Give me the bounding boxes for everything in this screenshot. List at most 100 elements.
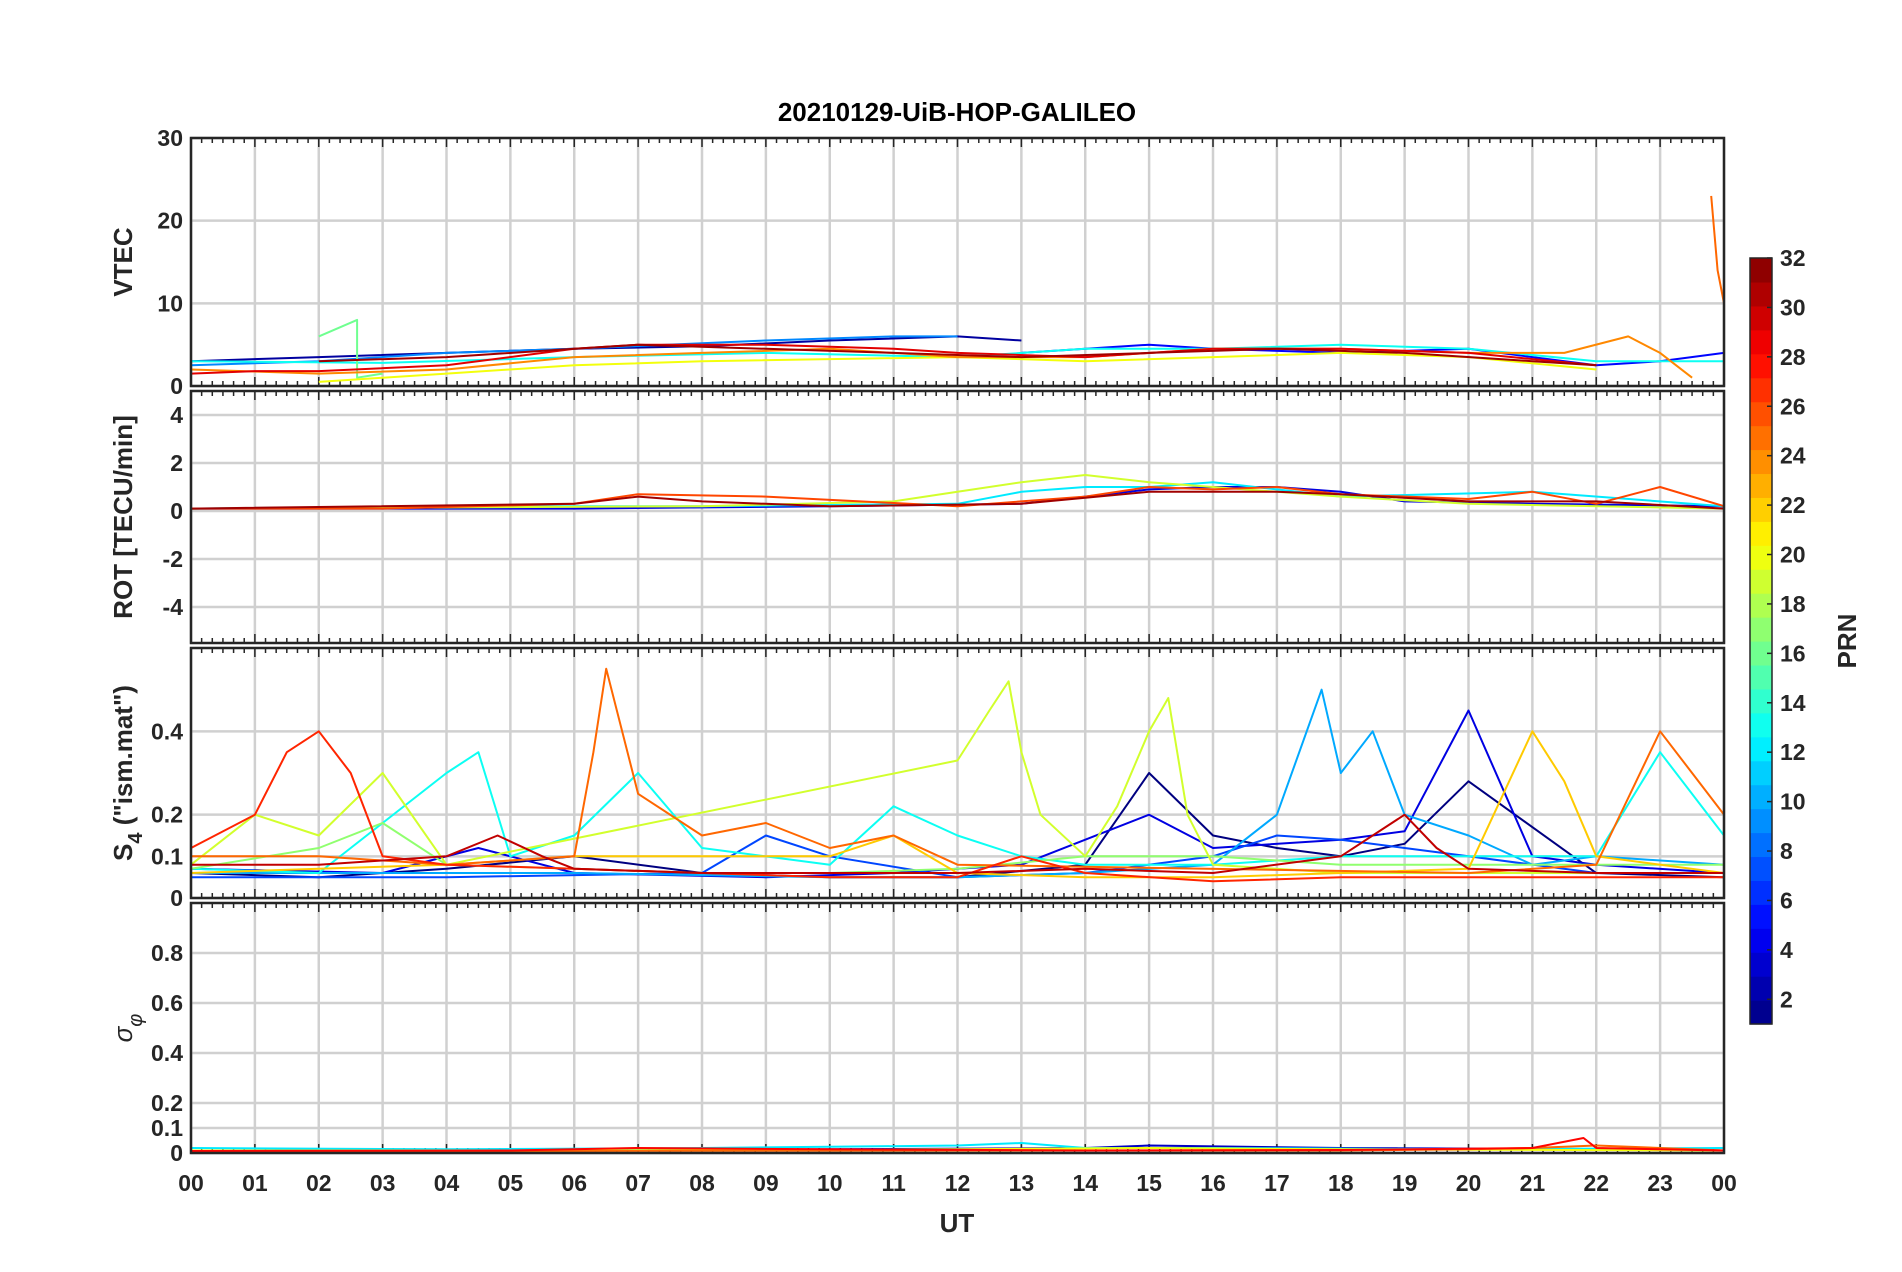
series-group: [191, 195, 1724, 383]
colorbar-tick-label: 26: [1780, 393, 1806, 419]
colorbar-frame: [1749, 257, 1773, 1025]
colorbar-tick-label: 24: [1780, 443, 1806, 469]
x-tick-label: 16: [1200, 1170, 1226, 1196]
y-axis-label: ROT [TECU/min]: [108, 415, 138, 619]
panel-s4: 0 0.1 0.2 0.4S4 ("ism.mat"): [108, 646, 1726, 911]
y-tick-label: 0: [170, 373, 183, 399]
colorbar-tick-label: 2: [1780, 986, 1793, 1012]
colorbar-tick-label: 18: [1780, 591, 1806, 617]
colorbar-segment: [1750, 736, 1772, 762]
colorbar-segment: [1750, 497, 1772, 522]
x-tick-label: 04: [434, 1170, 460, 1196]
x-tick-label: 23: [1647, 1170, 1673, 1196]
y-tick-label: -4: [163, 594, 184, 620]
y-tick-label: 0.8: [151, 940, 183, 966]
series-line-prn-1: [191, 772, 1724, 879]
x-tick-label: 12: [945, 1170, 971, 1196]
colorbar-segment: [1750, 784, 1772, 810]
colorbar-segment: [1750, 617, 1772, 642]
series-line-prn-31: [191, 490, 1724, 510]
x-tick-label: 00: [178, 1170, 204, 1196]
y-tick-label: 10: [157, 290, 183, 316]
colorbar-segment: [1750, 641, 1772, 666]
colorbar-tick-label: 10: [1780, 789, 1806, 815]
colorbar-segment: [1750, 664, 1772, 690]
colorbar-segment: [1750, 401, 1772, 427]
x-tick-label: 06: [561, 1170, 587, 1196]
series-group: [191, 667, 1724, 883]
colorbar-segment: [1750, 1000, 1772, 1025]
series-line-prn-26: [191, 486, 1724, 510]
colorbar-segment: [1750, 856, 1772, 881]
y-tick-label: 0.2: [151, 802, 183, 828]
x-tick-label: 21: [1520, 1170, 1546, 1196]
y-tick-label: 0.4: [151, 718, 183, 744]
x-tick-label: 18: [1328, 1170, 1354, 1196]
y-axis-label: σφ: [108, 1014, 147, 1043]
axes-frame: [189, 646, 1726, 900]
x-tick-label: 22: [1583, 1170, 1609, 1196]
colorbar-segment: [1750, 808, 1772, 834]
y-tick-label: 0.4: [151, 1040, 183, 1066]
colorbar-segment: [1750, 832, 1772, 858]
x-tick-label: 00: [1711, 1170, 1737, 1196]
series-line-prn-19: [191, 474, 1724, 510]
colorbar-segment: [1750, 521, 1772, 546]
y-tick-label: 0: [170, 885, 183, 911]
series-line-prn-29: [191, 343, 1597, 375]
colorbar-segment: [1750, 760, 1772, 786]
colorbar-segment: [1750, 976, 1772, 1001]
colorbar-tick-label: 20: [1780, 542, 1806, 568]
colorbar-segment: [1750, 281, 1772, 307]
y-tick-label: 0.6: [151, 990, 183, 1016]
x-tick-label: 11: [881, 1170, 906, 1196]
colorbar-segment: [1750, 952, 1772, 977]
axes-frame: [189, 389, 1726, 645]
colorbar-segment: [1750, 329, 1772, 355]
colorbar-tick-label: 16: [1780, 640, 1806, 666]
x-tick-label: 05: [498, 1170, 524, 1196]
colorbar-segment: [1750, 353, 1772, 379]
series-group: [191, 1137, 1724, 1153]
colorbar-tick-label: 30: [1780, 294, 1806, 320]
y-tick-label: 4: [170, 402, 183, 428]
x-tick-label: 19: [1392, 1170, 1418, 1196]
series-line-prn-27: [191, 730, 1724, 883]
x-axis-tick-labels: 00 01 02 03 04 05 06 07 08 09 10 11 12 13 14 15 16 17 18 19…: [178, 1170, 1737, 1196]
colorbar-segment: [1750, 904, 1772, 929]
panel-rot: -4 -2 0 2 4 ROT [TECU/min]: [108, 389, 1726, 645]
colorbar-segment: [1750, 305, 1772, 331]
colorbar-tick-label: 32: [1780, 245, 1806, 271]
colorbar-tick-label: 28: [1780, 344, 1806, 370]
y-axis-label: VTEC: [108, 227, 138, 297]
chart-title: 20210129-UiB-HOP-GALILEO: [778, 97, 1136, 127]
y-tick-label: 30: [157, 125, 183, 151]
x-axis-label: UT: [940, 1208, 975, 1238]
colorbar-tick-label: 4: [1780, 937, 1793, 963]
colorbar-segment: [1750, 377, 1772, 403]
y-tick-label: -2: [163, 546, 183, 572]
x-tick-label: 13: [1009, 1170, 1035, 1196]
x-tick-label: 07: [625, 1170, 651, 1196]
series-line-prn-25: [1710, 195, 1724, 304]
y-tick-label: 0.1: [151, 1115, 183, 1141]
axes-frame: [189, 901, 1726, 1155]
colorbar-tick-label: 6: [1780, 887, 1793, 913]
y-tick-label: 0.2: [151, 1090, 183, 1116]
panel-sigma_phi: 00.10.2 0.4 0.6 0.8 σφ: [108, 901, 1726, 1166]
axes-frame: [189, 136, 1726, 388]
colorbar-segment: [1750, 425, 1772, 451]
series-line-prn-13: [191, 751, 1724, 874]
colorbar-segment: [1750, 593, 1772, 618]
series-line-prn-19: [191, 680, 1724, 874]
colorbar-segment: [1750, 449, 1772, 475]
y-tick-label: 0: [170, 498, 183, 524]
x-tick-label: 14: [1072, 1170, 1098, 1196]
colorbar-tick-label: 22: [1780, 492, 1806, 518]
x-tick-label: 03: [370, 1170, 396, 1196]
series-line-prn-16: [318, 318, 383, 379]
x-tick-label: 10: [817, 1170, 843, 1196]
